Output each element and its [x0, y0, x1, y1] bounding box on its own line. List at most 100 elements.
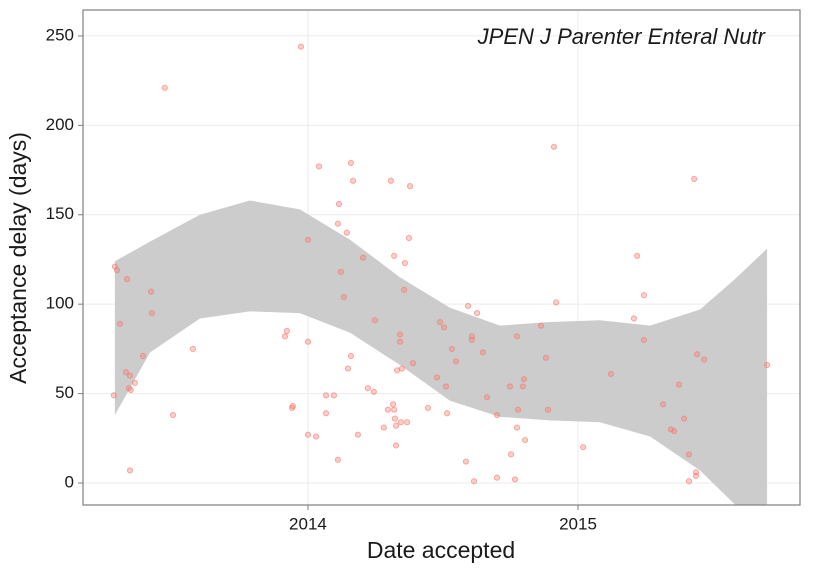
point — [110, 392, 117, 399]
point — [468, 336, 475, 344]
point — [443, 410, 451, 417]
point — [359, 254, 367, 261]
point — [354, 431, 362, 438]
point — [131, 379, 138, 386]
point — [685, 478, 693, 485]
point — [392, 442, 400, 449]
point — [380, 424, 387, 431]
point — [347, 159, 354, 166]
point — [387, 177, 394, 184]
point — [304, 431, 312, 438]
point — [479, 349, 487, 356]
point — [685, 451, 693, 458]
point — [391, 406, 398, 413]
point — [396, 338, 404, 345]
point — [701, 356, 708, 363]
y-tick-label: 50 — [55, 383, 74, 402]
panel-border — [82, 9, 801, 506]
point — [312, 433, 320, 440]
point — [506, 383, 514, 390]
point — [122, 369, 130, 376]
point — [189, 345, 197, 352]
point — [304, 236, 312, 243]
point — [553, 299, 560, 306]
point — [640, 292, 648, 299]
point — [334, 456, 342, 463]
point — [519, 383, 527, 390]
point — [452, 358, 460, 365]
point — [513, 333, 521, 340]
point — [349, 177, 357, 184]
point — [364, 385, 372, 392]
y-tick-label: 150 — [46, 204, 74, 223]
point — [692, 472, 700, 479]
point — [424, 404, 431, 411]
point — [470, 478, 478, 485]
point — [521, 436, 529, 444]
point — [335, 200, 343, 208]
point — [389, 401, 397, 408]
confidence-band — [114, 200, 768, 505]
point — [371, 317, 379, 324]
point — [139, 352, 147, 360]
point — [400, 286, 408, 293]
point — [514, 406, 522, 413]
point — [148, 310, 155, 317]
point — [448, 345, 455, 352]
y-tick-label: 0 — [65, 472, 74, 491]
point — [384, 406, 391, 413]
x-axis-title: Date accepted — [367, 537, 515, 563]
point — [344, 365, 352, 372]
point — [169, 411, 177, 419]
y-axis-title: Acceptance delay (days) — [5, 132, 31, 384]
point — [343, 229, 350, 236]
point — [667, 426, 675, 433]
point — [607, 370, 615, 378]
plot — [110, 43, 771, 505]
point — [433, 374, 441, 381]
point — [147, 288, 155, 295]
point — [116, 320, 124, 327]
point — [127, 386, 134, 394]
point — [544, 406, 552, 413]
point — [334, 220, 342, 227]
point — [763, 361, 771, 369]
x-tick-label: 2015 — [559, 514, 597, 533]
point — [507, 451, 515, 458]
point — [161, 84, 168, 91]
y-tick-label: 200 — [46, 115, 74, 134]
point — [542, 354, 549, 361]
y-tick-label: 100 — [46, 294, 74, 313]
point — [391, 415, 399, 422]
point — [462, 458, 470, 465]
point — [123, 276, 131, 283]
point — [691, 175, 698, 183]
point — [392, 422, 400, 429]
point — [113, 267, 121, 274]
point — [397, 419, 404, 426]
point — [580, 444, 587, 451]
point — [330, 392, 337, 399]
point — [520, 376, 528, 383]
point — [322, 410, 330, 417]
point — [283, 327, 290, 335]
point — [550, 143, 558, 150]
point — [493, 411, 501, 419]
point — [640, 336, 648, 344]
point — [493, 474, 501, 481]
point — [630, 315, 638, 322]
point — [315, 163, 323, 170]
point — [289, 403, 296, 410]
point — [511, 476, 519, 483]
point — [398, 365, 406, 372]
point — [370, 388, 377, 395]
point — [483, 394, 491, 401]
point — [694, 351, 701, 358]
point — [440, 324, 448, 331]
annotation: JPEN J Parenter Enteral Nutr — [477, 24, 767, 49]
point — [513, 424, 521, 431]
point — [465, 302, 472, 310]
point — [304, 338, 312, 345]
point — [442, 383, 450, 390]
